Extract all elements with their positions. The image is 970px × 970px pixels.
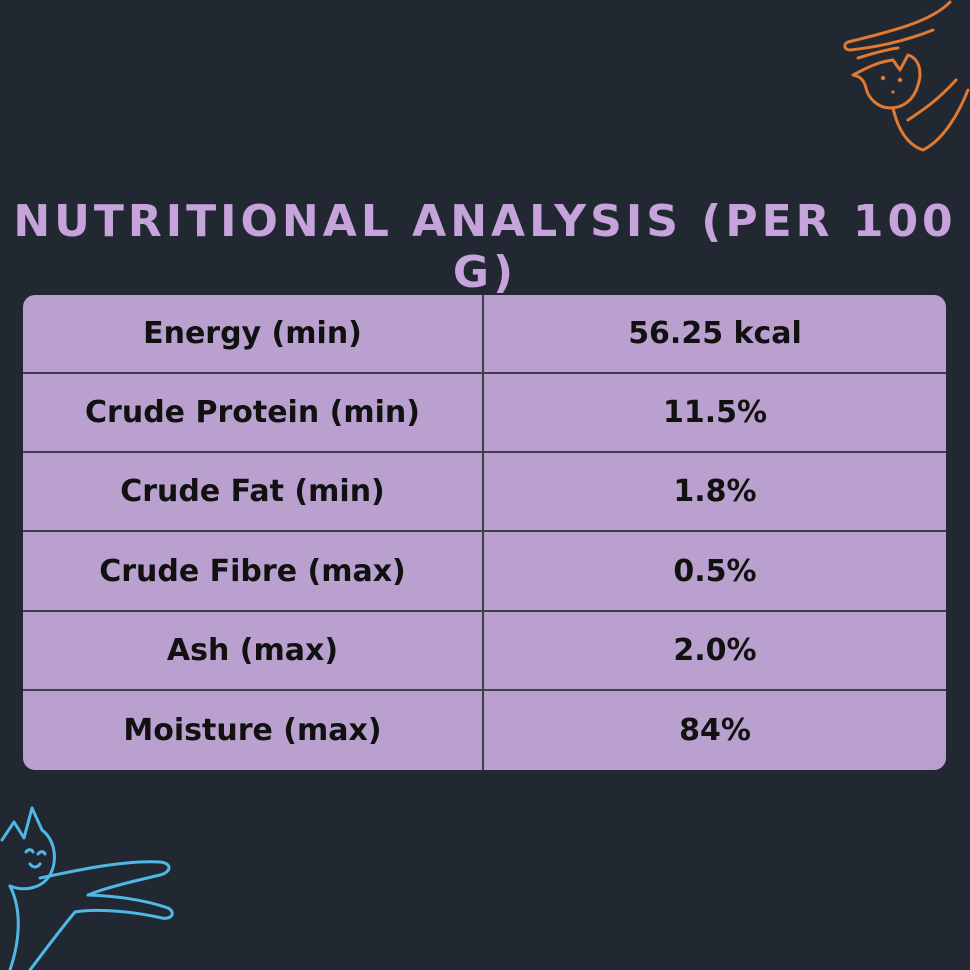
orange-cat-doodle-icon — [843, 0, 970, 152]
row-value: 1.8% — [484, 453, 946, 533]
row-value: 84% — [679, 712, 751, 748]
row-value: 2.0% — [484, 612, 946, 691]
row-label: Moisture (max) — [23, 690, 484, 770]
row-value: 0.5% — [484, 532, 946, 612]
row-value: 11.5% — [484, 374, 946, 454]
row-label: Ash (max) — [23, 611, 484, 691]
row-label: Crude Protein (min) — [23, 374, 484, 454]
row-label: Energy (min) — [23, 295, 484, 375]
row-label: Crude Fibre (max) — [23, 532, 484, 612]
page-title: NUTRITIONAL ANALYSIS (PER 100 G) — [13, 196, 957, 298]
nutrition-table: Energy (min) 56.25 kcal Crude Protein (m… — [23, 295, 946, 770]
blue-cat-doodle-icon — [0, 806, 174, 970]
row-value: 56.25 kcal — [484, 295, 946, 375]
row-label: Crude Fat (min) — [23, 453, 484, 533]
